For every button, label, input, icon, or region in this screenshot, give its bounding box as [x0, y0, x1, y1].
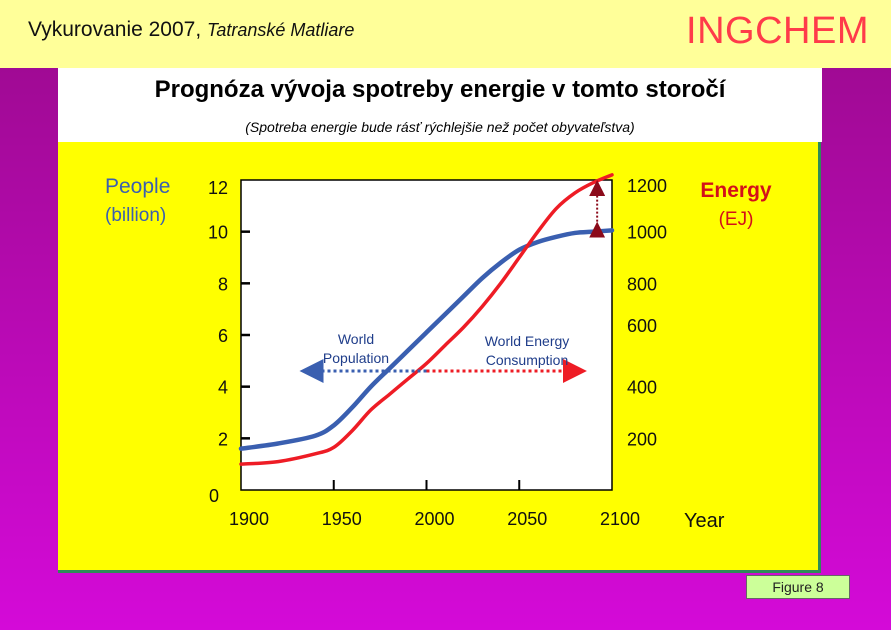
left-tick-label-12: 12	[208, 178, 228, 198]
population-annotation-line2: Population	[323, 350, 389, 366]
title-text: Vykurovanie 2007,	[28, 18, 202, 41]
x-tick-label-2000: 2000	[414, 509, 454, 529]
x-tick-label-2100: 2100	[600, 509, 640, 529]
heading-band: Prognóza vývoja spotreby energie v tomto…	[58, 68, 822, 142]
right-tick-label-600: 600	[627, 316, 657, 336]
right-tick-label-200: 200	[627, 429, 657, 449]
left-axis-label-line1: People	[105, 175, 170, 198]
right-axis-label-line1: Energy	[700, 179, 772, 202]
slide-title: Vykurovanie 2007, Tatranské Matliare	[28, 18, 354, 42]
right-tick-label-400: 400	[627, 378, 657, 398]
right-axis-label-line2: (EJ)	[719, 209, 754, 230]
energy-annotation-line1: World Energy	[485, 333, 570, 349]
left-tick-label-8: 8	[218, 274, 228, 294]
right-tick-label-1200: 1200	[627, 176, 667, 196]
population-line	[238, 228, 615, 451]
left-tick-label-2: 2	[218, 429, 228, 449]
left-tick-label-10: 10	[208, 223, 228, 243]
chart-heading: Prognóza vývoja spotreby energie v tomto…	[154, 76, 726, 103]
x-tick-label-2050: 2050	[507, 509, 547, 529]
population-annotation-line1: World	[338, 331, 374, 347]
left-tick-label-4: 4	[218, 378, 228, 398]
chart-subheading: (Spotreba energie bude rásť rýchlejšie n…	[245, 119, 635, 135]
left-axis-label-line2: (billion)	[105, 205, 166, 226]
energy-annotation-line2: Consumption	[486, 352, 569, 368]
x-tick-label-1950: 1950	[322, 509, 362, 529]
x-tick-label-1900: 1900	[229, 509, 269, 529]
x-axis-label: Year	[684, 510, 725, 532]
right-tick-label-800: 800	[627, 274, 657, 294]
right-tick-label-1000: 1000	[627, 223, 667, 243]
energy-line	[239, 173, 614, 466]
header-bar	[0, 0, 891, 68]
brand-logo: INGCHEM	[686, 10, 869, 52]
left-tick-label-0: 0	[209, 486, 219, 506]
figure-label: Figure 8	[746, 575, 850, 599]
left-tick-label-6: 6	[218, 326, 228, 346]
title-location: Tatranské Matliare	[207, 20, 355, 40]
